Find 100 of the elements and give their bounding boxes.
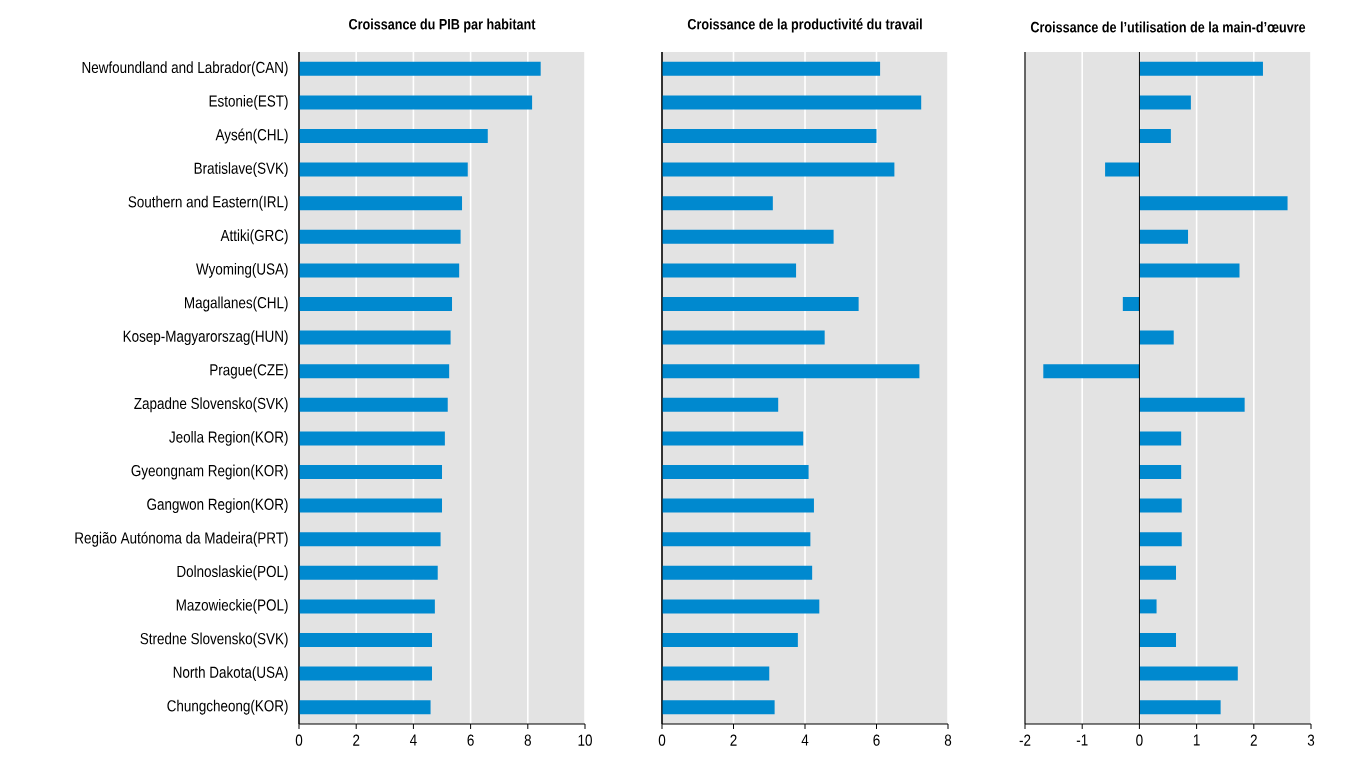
bar [1139, 129, 1171, 143]
bar [299, 498, 443, 513]
x-tick-label: 8 [944, 734, 952, 746]
y-tick-label: Zapadne Slovensko(SVK) [134, 397, 288, 413]
x-tick-label: 2 [730, 734, 737, 746]
y-tick-label: Gyeongnam Region(KOR) [131, 464, 288, 480]
y-tick-label: Aysén(CHL) [215, 128, 288, 144]
bar [1139, 632, 1177, 647]
bar [299, 61, 541, 76]
bar [299, 599, 435, 614]
x-tick-label: 4 [801, 734, 809, 746]
y-tick-label: Magallanes(CHL) [185, 296, 288, 312]
bar [1122, 297, 1140, 311]
bar [299, 297, 453, 311]
x-tick-label: 2 [353, 734, 360, 746]
bar [299, 129, 488, 143]
bar [1139, 263, 1240, 278]
bar [662, 498, 814, 513]
bar [662, 129, 877, 143]
bar [299, 397, 448, 412]
bar [299, 330, 451, 345]
y-tick-label: Bratislave(SVK) [194, 162, 288, 178]
x-tick-label: 6 [467, 734, 474, 746]
y-tick-label: Estonie(EST) [209, 94, 288, 110]
bar [1139, 700, 1221, 715]
bar [662, 297, 859, 311]
x-tick-label: -1 [1076, 734, 1088, 746]
bar [662, 95, 922, 110]
bar [662, 263, 797, 278]
y-tick-label: Stredne Slovensko(SVK) [140, 632, 288, 648]
chart-title: Croissance de la productivité du travail [687, 18, 922, 33]
bar [1139, 599, 1157, 614]
x-tick-label: 8 [524, 734, 531, 746]
y-tick-label: Wyoming(USA) [196, 262, 288, 278]
y-tick-label: Mazowieckie(POL) [176, 598, 288, 614]
y-tick-label: Attiki(GRC) [220, 229, 288, 245]
y-tick-label: Gangwon Region(KOR) [147, 498, 288, 514]
x-tick-label: 2 [1250, 734, 1257, 746]
y-tick-label: Dolnoslaskie(POL) [177, 565, 288, 581]
bar [1139, 397, 1245, 412]
x-tick-label: 6 [873, 734, 880, 746]
y-tick-label: Chungcheong(KOR) [167, 699, 288, 715]
chart-title: Croissance de l’utilisation de la main-d’œuvre [1030, 21, 1306, 33]
bar [299, 196, 463, 211]
y-tick-label: Newfoundland and Labrador(CAN) [82, 61, 288, 77]
x-tick-label: 3 [1307, 734, 1315, 746]
bar [662, 162, 895, 177]
bar [1139, 532, 1182, 547]
x-tick-label: 4 [409, 734, 417, 746]
bar [662, 666, 770, 681]
bar [299, 95, 533, 110]
x-tick-label: -2 [1019, 734, 1031, 746]
bar [662, 330, 825, 345]
bar [1139, 330, 1174, 345]
bar [299, 565, 438, 580]
bar [299, 364, 450, 379]
bar [1043, 364, 1140, 379]
bar [299, 666, 432, 681]
bar [662, 632, 798, 647]
bar [662, 431, 804, 446]
bar [662, 196, 773, 211]
bar [299, 431, 445, 446]
bar [299, 162, 468, 177]
bar [299, 532, 441, 547]
bar [1139, 196, 1288, 211]
bar [1105, 162, 1140, 177]
x-tick-label: 10 [578, 734, 592, 746]
bar [662, 700, 775, 715]
bar [662, 464, 809, 479]
bar [299, 700, 431, 715]
bar [299, 263, 460, 278]
bar [299, 464, 443, 479]
bar [662, 61, 881, 76]
bar [299, 632, 432, 647]
y-tick-label: Região Autónoma da Madeira(PRT) [75, 531, 288, 547]
bar [662, 599, 820, 614]
y-tick-label: Prague(CZE) [210, 363, 288, 379]
x-tick-label: 0 [295, 734, 303, 746]
bar [662, 229, 834, 244]
bar [1139, 666, 1238, 681]
bar [1139, 565, 1177, 580]
bar [299, 229, 461, 244]
x-tick-label: 0 [1136, 734, 1143, 746]
x-tick-label: 1 [1193, 734, 1200, 746]
y-tick-label: Southern and Eastern(IRL) [128, 195, 288, 211]
bar [662, 364, 920, 379]
bar [1139, 95, 1191, 110]
bar [1139, 61, 1263, 76]
bar [662, 565, 813, 580]
bar [1139, 431, 1182, 446]
y-tick-label: Jeolla Region(KOR) [169, 430, 288, 446]
x-tick-label: 0 [658, 734, 666, 746]
bar [1139, 464, 1182, 479]
bar [1139, 229, 1189, 244]
bar [662, 397, 779, 412]
bar [1139, 498, 1182, 513]
y-tick-label: North Dakota(USA) [173, 666, 288, 682]
bar [662, 532, 811, 547]
chart-title: Croissance du PIB par habitant [349, 18, 536, 33]
y-tick-label: Kosep-Magyarorszag(HUN) [123, 330, 288, 346]
